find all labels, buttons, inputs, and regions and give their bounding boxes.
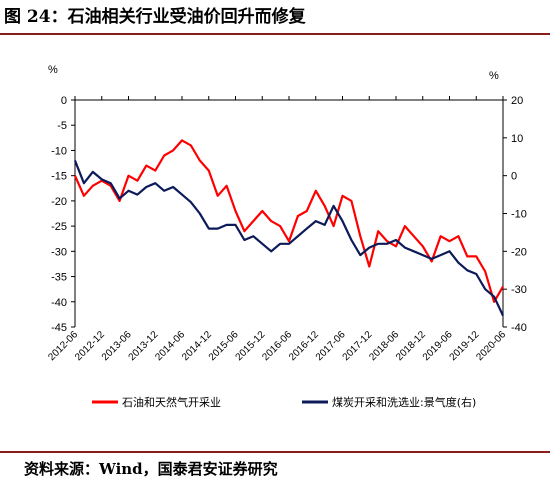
left-tick-label: -40 bbox=[51, 297, 67, 309]
series-lines bbox=[73, 139, 504, 317]
dual-axis-line-chart: % % 0 -5 -10 -15 -20 -25 -30 -35 -40 -45 20 10 0 -10 -… bbox=[46, 64, 527, 409]
x-tick-label: 2020-06 bbox=[474, 329, 508, 363]
left-tick-label: -20 bbox=[51, 196, 67, 208]
right-tick-label: -30 bbox=[511, 284, 527, 296]
figure-title: 图 24：石油相关行业受油价回升而修复 bbox=[4, 7, 306, 27]
left-tick-label: -45 bbox=[51, 322, 67, 334]
left-tick-label: -30 bbox=[51, 246, 67, 258]
legend-label-coal: 煤炭开采和洗选业:景气度(右) bbox=[332, 395, 476, 409]
x-axis-ticks: 2012-062012-122013-062013-122014-062014-… bbox=[46, 96, 508, 363]
legend-label-oil: 石油和天然气开采业 bbox=[122, 395, 221, 409]
series-line-coal bbox=[73, 160, 504, 317]
right-axis-unit: % bbox=[489, 70, 499, 82]
source-note: 资料来源：Wind，国泰君安证券研究 bbox=[24, 460, 278, 478]
source-rule bbox=[0, 451, 550, 453]
left-tick-label: -10 bbox=[51, 145, 67, 157]
right-tick-label: 0 bbox=[511, 171, 517, 183]
left-tick-label: -25 bbox=[51, 221, 67, 233]
axes-group: 0 -5 -10 -15 -20 -25 -30 -35 -40 -45 20 10 0 -10 -20 -3… bbox=[51, 95, 527, 334]
left-axis-unit: % bbox=[48, 64, 58, 76]
series-line-oil bbox=[73, 139, 504, 303]
legend: 石油和天然气开采业 煤炭开采和洗选业:景气度(右) bbox=[92, 395, 476, 409]
left-tick-label: -15 bbox=[51, 171, 67, 183]
left-tick-label: -35 bbox=[51, 272, 67, 284]
left-tick-label: -5 bbox=[57, 120, 67, 132]
right-tick-label: -40 bbox=[511, 322, 527, 334]
right-tick-label: 20 bbox=[511, 95, 523, 107]
right-tick-label: 10 bbox=[511, 133, 523, 145]
right-tick-label: -20 bbox=[511, 246, 527, 258]
title-rule bbox=[0, 33, 550, 35]
left-tick-label: 0 bbox=[61, 95, 67, 107]
right-tick-label: -10 bbox=[511, 209, 527, 221]
